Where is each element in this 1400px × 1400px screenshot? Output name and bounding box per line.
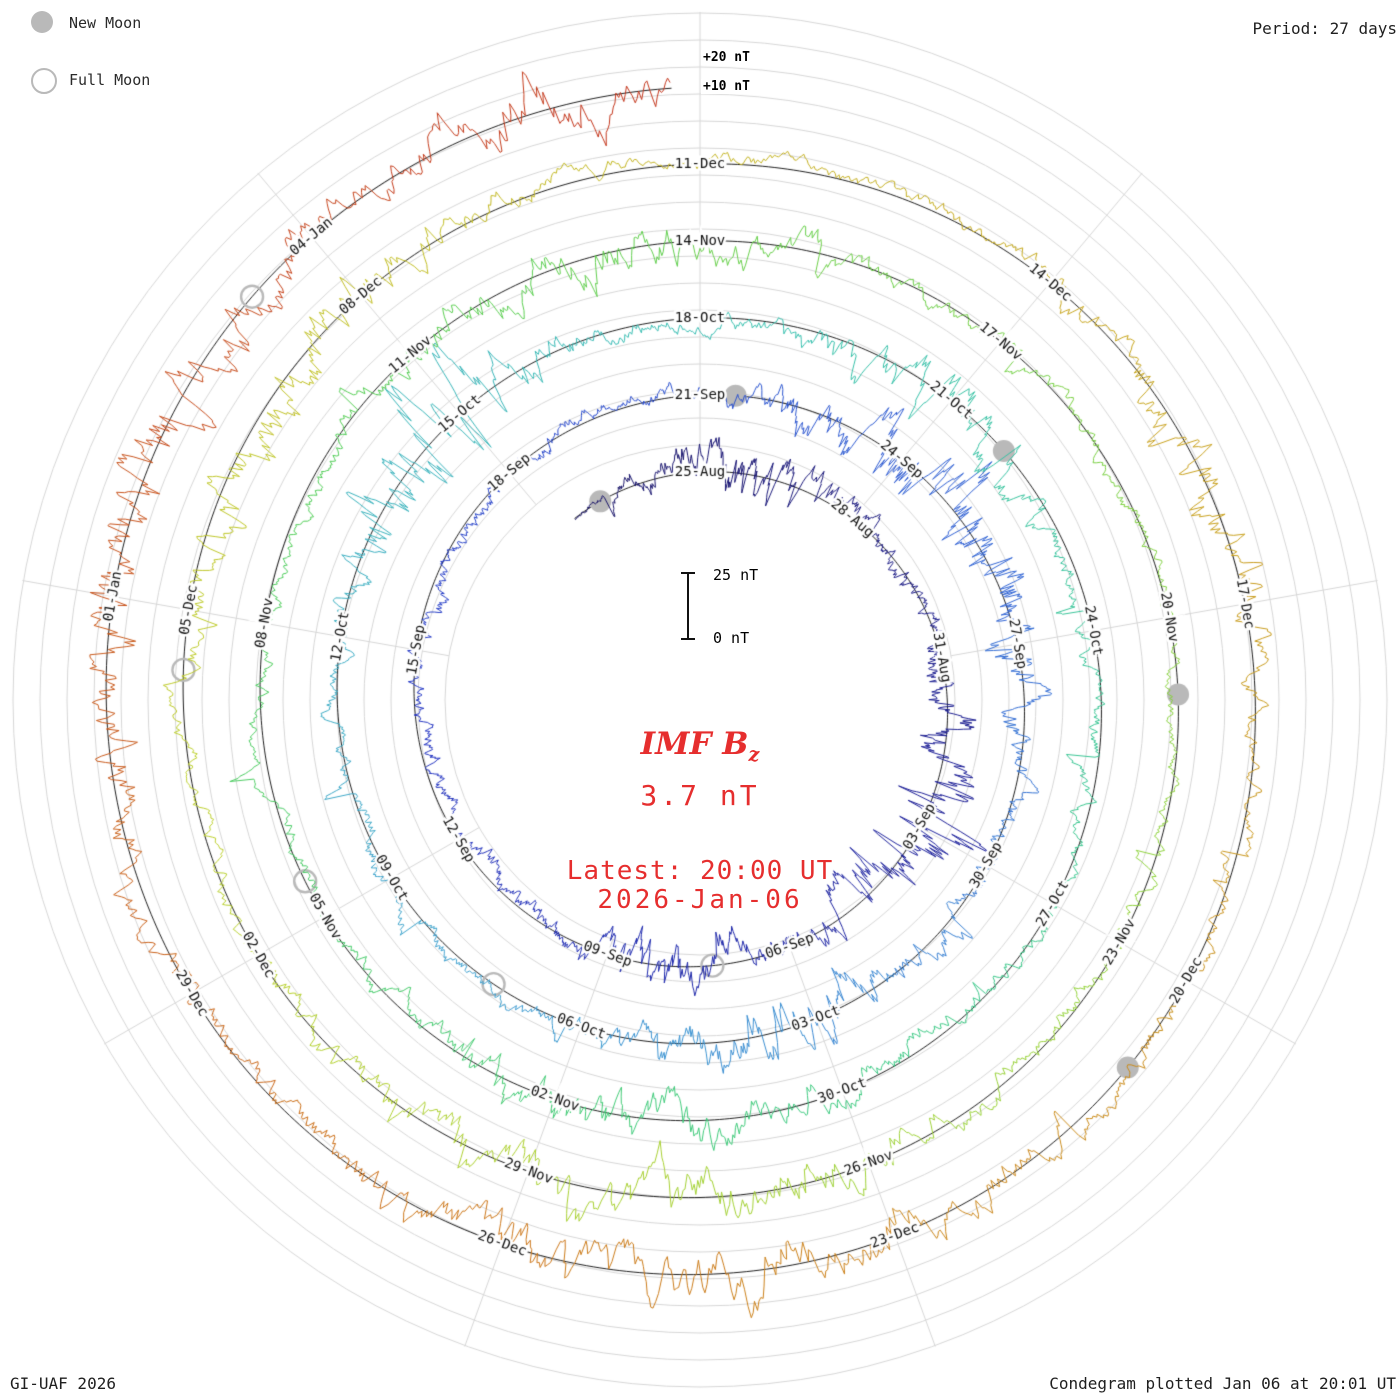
ring-label-plus20: +20 nT <box>701 50 752 65</box>
full-moon-label: Full Moon <box>69 71 151 89</box>
full-moon-icon <box>31 68 57 94</box>
new-moon-icon <box>31 11 53 33</box>
new-moon-label: New Moon <box>69 14 142 32</box>
ring-label-plus10: +10 nT <box>701 79 752 94</box>
scale-bar-zero-label: 0 nT <box>713 629 750 647</box>
latest-date: 2026-Jan-06 <box>597 885 803 915</box>
credit-label: GI-UAF 2026 <box>10 1374 116 1393</box>
latest-time: Latest: 20:00 UT <box>566 856 834 886</box>
scale-bar-max-label: 25 nT <box>713 566 759 584</box>
chart-title-sub: z <box>748 743 760 767</box>
scale-bar-bottom-cap <box>681 638 695 640</box>
chart-title-main: IMF B <box>640 726 749 762</box>
latest-value: 3.7 nT <box>640 779 760 812</box>
scale-bar-top-cap <box>681 572 695 574</box>
plotted-label: Condegram plotted Jan 06 at 20:01 UT <box>1049 1374 1396 1393</box>
scale-bar-line <box>687 572 689 640</box>
chart-title: IMF Bz <box>641 726 760 766</box>
period-label: Period: 27 days <box>1252 19 1398 38</box>
